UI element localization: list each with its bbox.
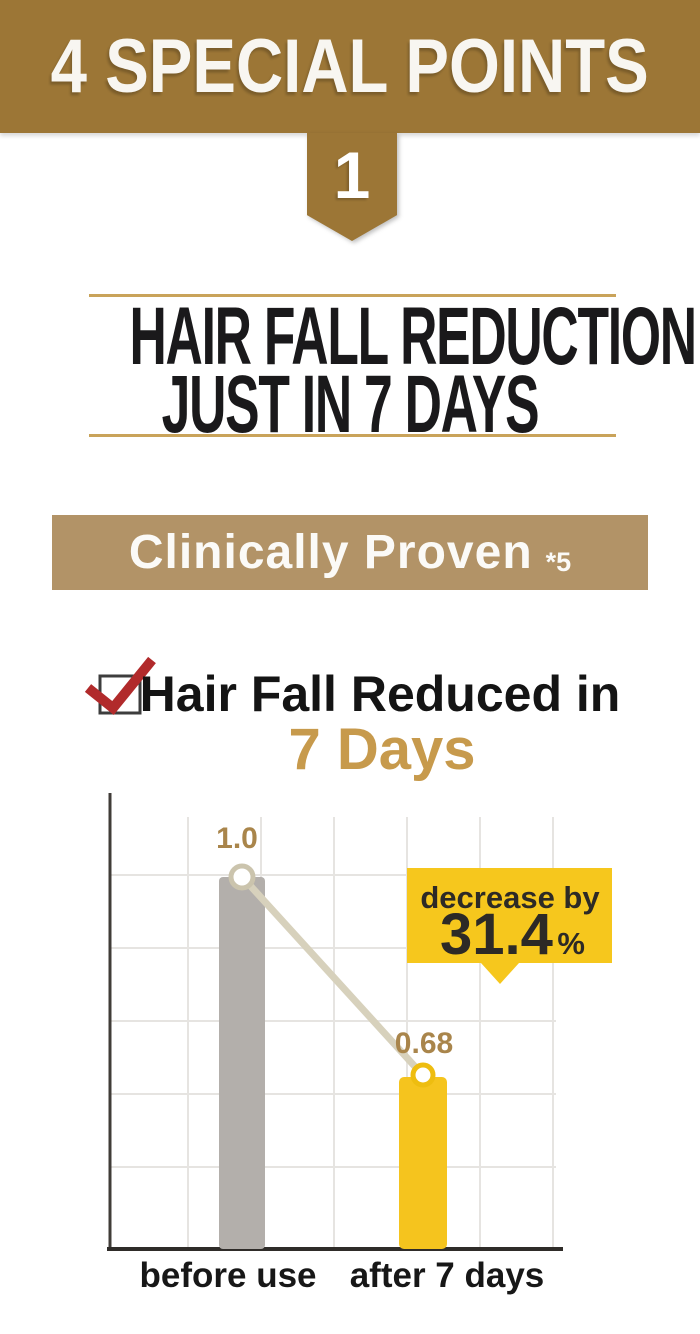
red-checkmark-icon [84, 656, 156, 716]
bar-before-use [219, 877, 265, 1249]
value-label-before: 1.0 [216, 822, 258, 855]
headline-line1: HAIR FALL REDUCTION [129, 291, 698, 382]
x-label-after-7-days: after 7 days [350, 1256, 545, 1295]
banner-title: 4 SPECIAL POINTS [50, 24, 650, 109]
header-banner: 4 SPECIAL POINTS [0, 0, 700, 133]
callout-value-percent: % [557, 926, 585, 961]
callout-text: decrease by [420, 880, 600, 915]
claim-label: Clinically Proven [128, 526, 533, 579]
bar-after-7-days [399, 1077, 447, 1249]
claim-footnote: *5 [545, 547, 572, 577]
headline-line2: JUST IN 7 DAYS [161, 359, 540, 450]
callout-value: 31.4 % [440, 902, 585, 967]
point-number-pennant: 1 [307, 133, 397, 241]
marker-after-ring [410, 1062, 436, 1088]
divider-bottom [89, 434, 616, 437]
section-title-highlight: 7 Days [288, 717, 476, 782]
value-label-after: 0.68 [395, 1027, 453, 1060]
pennant-ribbon: 1 [307, 133, 397, 241]
marker-before-ring [228, 863, 256, 891]
headline: HAIR FALL REDUCTION JUST IN 7 DAYS [129, 291, 698, 450]
callout-bubble [407, 868, 612, 984]
clinically-proven-banner: Clinically Proven *5 [52, 515, 648, 590]
hair-fall-bar-chart: 1.0 0.68 decrease by 31.4 % before use a… [107, 793, 612, 1295]
trend-connector-line [243, 878, 422, 1074]
decrease-callout: decrease by 31.4 % [407, 868, 612, 984]
checked-checkbox-icon [84, 656, 156, 716]
divider-top [89, 294, 616, 297]
x-label-before-use: before use [140, 1256, 317, 1295]
point-number: 1 [333, 138, 371, 212]
section-title: Hair Fall Reduced in [139, 666, 621, 722]
callout-value-number: 31.4 [440, 902, 553, 967]
